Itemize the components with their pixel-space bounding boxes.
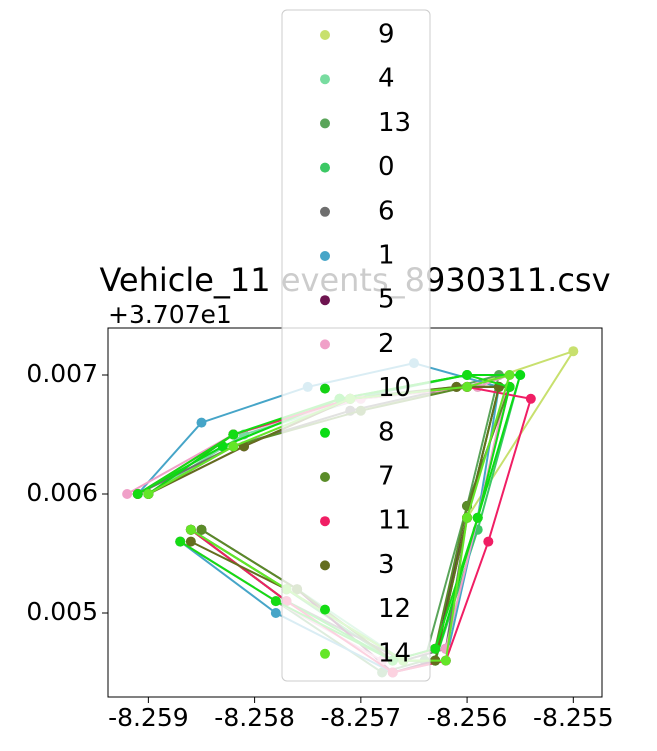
legend-marker [320, 339, 330, 350]
legend-marker [320, 162, 330, 173]
legend-label: 10 [378, 373, 411, 403]
point [472, 512, 483, 523]
legend-marker [320, 472, 330, 482]
legend-label: 4 [378, 64, 395, 94]
legend-label: 9 [378, 20, 395, 50]
legend-label: 13 [378, 108, 411, 138]
legend-label: 8 [378, 417, 395, 447]
legend-marker [320, 648, 330, 659]
point [440, 655, 451, 666]
point [515, 370, 526, 381]
x-tick-label: -8.258 [214, 703, 295, 732]
y-tick-label: 0.005 [26, 597, 98, 626]
legend-marker [320, 516, 330, 527]
legend-label: 14 [378, 638, 411, 668]
legend-marker [320, 604, 330, 615]
legend-marker [320, 295, 330, 306]
point [196, 524, 207, 535]
point [270, 607, 281, 618]
legend-box [281, 9, 431, 682]
legend-marker [320, 560, 330, 571]
point [175, 536, 186, 547]
x-tick-label: -8.257 [321, 703, 402, 732]
point [228, 429, 239, 440]
x-tick-label: -8.255 [533, 703, 614, 732]
y-tick-label: 0.007 [26, 359, 98, 388]
legend-marker [320, 118, 330, 129]
legend-marker [320, 427, 330, 438]
point [228, 441, 239, 452]
point [185, 536, 196, 547]
point [122, 488, 133, 499]
point [270, 596, 281, 607]
point [143, 488, 154, 499]
legend: 9 4 13 0 6 1 5 2 10 8 7 11 3 12 14 [281, 9, 431, 682]
point [568, 346, 579, 357]
point [132, 488, 143, 499]
point [504, 370, 515, 381]
legend-label: 12 [378, 594, 411, 624]
point [217, 441, 228, 452]
legend-label: 2 [378, 329, 395, 359]
legend-label: 3 [378, 550, 395, 580]
point [462, 381, 473, 392]
point [430, 643, 441, 654]
point [483, 536, 494, 547]
legend-label: 11 [378, 506, 411, 536]
legend-marker [320, 74, 330, 85]
y-offset-label: +3.707e1 [108, 300, 232, 329]
legend-marker [320, 30, 330, 40]
point [451, 381, 462, 392]
point [185, 524, 196, 535]
x-tick-label: -8.256 [427, 703, 508, 732]
point [462, 370, 473, 381]
legend-label: 5 [378, 285, 395, 315]
legend-label: 0 [378, 152, 395, 182]
legend-marker [320, 206, 330, 217]
legend-label: 1 [378, 241, 395, 271]
legend-label: 6 [378, 196, 395, 226]
point [525, 393, 536, 404]
point [462, 512, 473, 523]
y-tick-label: 0.006 [26, 478, 98, 507]
x-tick-label: -8.259 [108, 703, 189, 732]
point [196, 417, 207, 428]
legend-marker [320, 251, 330, 261]
legend-label: 7 [378, 462, 395, 492]
legend-marker [320, 383, 330, 394]
